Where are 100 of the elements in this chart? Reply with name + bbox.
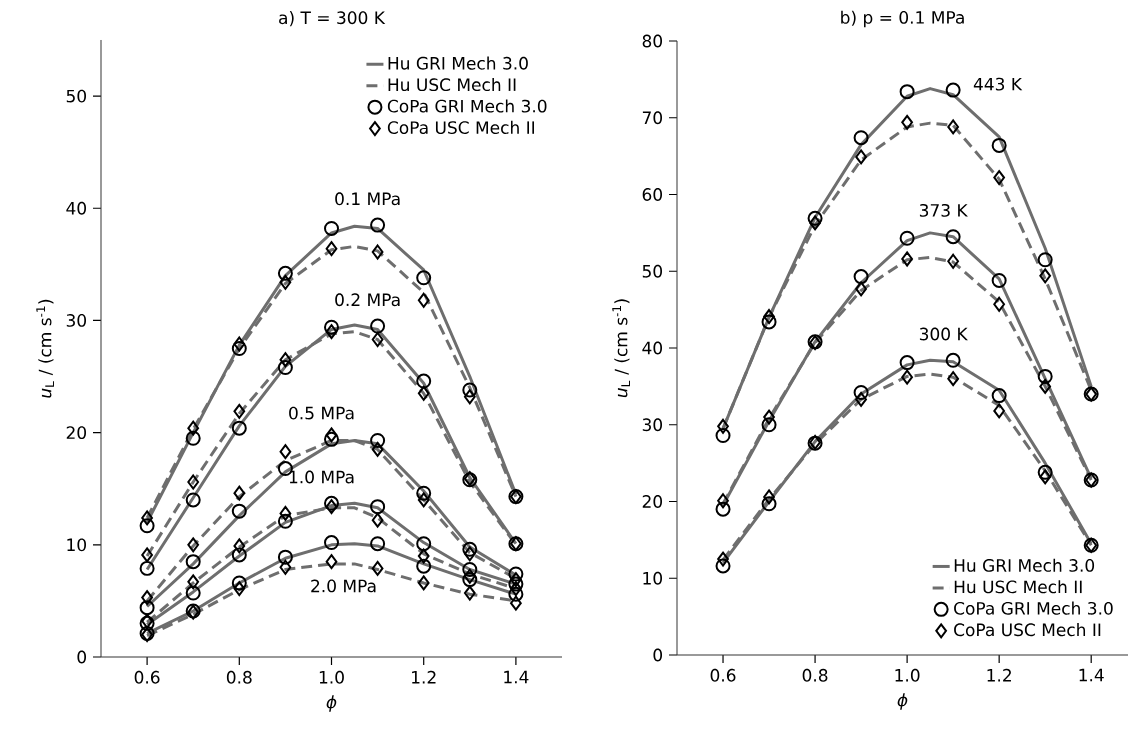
- annotation: 300 K: [919, 327, 968, 341]
- point: [763, 309, 775, 325]
- point: [901, 251, 913, 267]
- point: [855, 391, 867, 407]
- point: [715, 501, 731, 517]
- point: [325, 499, 338, 515]
- point: [993, 296, 1006, 312]
- point: [947, 371, 960, 387]
- x-tick-label: 0.8: [802, 668, 828, 682]
- point: [761, 496, 777, 512]
- point: [325, 427, 338, 443]
- point: [855, 149, 867, 165]
- point: [325, 241, 338, 257]
- point: [141, 590, 153, 606]
- y-tick-label: 20: [642, 495, 663, 508]
- annotation: 2.0 MPa: [311, 579, 376, 593]
- x-tick-label: 0.6: [134, 670, 160, 684]
- legend-label: CoPa USC Mech II: [954, 623, 1101, 637]
- point: [141, 510, 153, 526]
- point: [277, 360, 293, 376]
- legend-label: CoPa GRI Mech 3.0: [387, 99, 547, 113]
- point: [324, 495, 339, 511]
- point: [763, 409, 775, 425]
- point: [991, 137, 1007, 153]
- point: [510, 581, 522, 597]
- point: [462, 562, 478, 577]
- point: [715, 558, 731, 574]
- point: [462, 572, 478, 588]
- point: [233, 581, 246, 597]
- point: [371, 332, 384, 348]
- y-tick-label: 30: [642, 418, 663, 432]
- y-tick-label: 70: [642, 111, 663, 125]
- point: [279, 444, 292, 460]
- y-tick-label: 20: [66, 426, 86, 440]
- point: [853, 130, 869, 146]
- point: [761, 417, 777, 433]
- point: [899, 230, 915, 246]
- x-tick-label: 1.2: [412, 670, 436, 684]
- y-tick-label: 10: [67, 538, 86, 552]
- point: [325, 324, 338, 340]
- point: [187, 474, 200, 490]
- point: [231, 503, 247, 519]
- point: [416, 558, 432, 574]
- y-tick-label: 40: [66, 201, 86, 215]
- point: [279, 559, 292, 575]
- x-tick-label: 1.0: [895, 668, 920, 682]
- point: [370, 432, 386, 448]
- point: [717, 493, 729, 509]
- point: [277, 513, 293, 529]
- point: [325, 554, 338, 570]
- point: [1039, 469, 1052, 485]
- point: [416, 485, 432, 501]
- point: [416, 270, 432, 286]
- legend-label: Hu USC Mech II: [388, 77, 516, 92]
- point: [279, 274, 292, 290]
- point: [277, 265, 293, 281]
- point: [370, 499, 386, 515]
- point: [508, 566, 524, 582]
- point: [231, 420, 247, 436]
- legend-label: Hu GRI Mech 3.0: [388, 56, 528, 70]
- point: [185, 492, 201, 508]
- y-tick-label: 50: [66, 89, 86, 103]
- point: [947, 253, 960, 269]
- x-axis-title: ϕ: [326, 695, 337, 712]
- point: [945, 229, 961, 245]
- point: [715, 427, 731, 443]
- point: [462, 382, 478, 398]
- y-tick-label: 40: [642, 341, 663, 355]
- point: [1039, 268, 1052, 284]
- point: [233, 485, 246, 501]
- point: [417, 548, 430, 564]
- point: [370, 217, 386, 233]
- point: [371, 244, 384, 260]
- point: [417, 292, 430, 308]
- y-tick-label: 30: [66, 314, 86, 327]
- point: [277, 549, 293, 565]
- point: [510, 572, 522, 588]
- y-tick-label: 80: [642, 34, 663, 48]
- point: [187, 420, 200, 436]
- point: [417, 385, 430, 401]
- point: [370, 318, 386, 334]
- point: [991, 388, 1007, 404]
- point: [370, 536, 386, 552]
- annotation: 1.0 MPa: [289, 470, 354, 484]
- point: [185, 554, 201, 570]
- point: [761, 314, 777, 330]
- point: [416, 536, 432, 552]
- point: [945, 352, 961, 368]
- point: [185, 585, 201, 601]
- point: [231, 547, 247, 563]
- point: [463, 546, 476, 562]
- annotation: 373 K: [919, 203, 968, 217]
- point: [993, 403, 1006, 419]
- y-tick-label: 0: [77, 650, 86, 664]
- point: [231, 575, 247, 591]
- y-tick-label: 60: [642, 188, 663, 201]
- point: [416, 373, 432, 389]
- y-tick-label: 10: [643, 571, 663, 585]
- legend-label: Hu GRI Mech 3.0: [954, 558, 1095, 572]
- point: [855, 281, 867, 297]
